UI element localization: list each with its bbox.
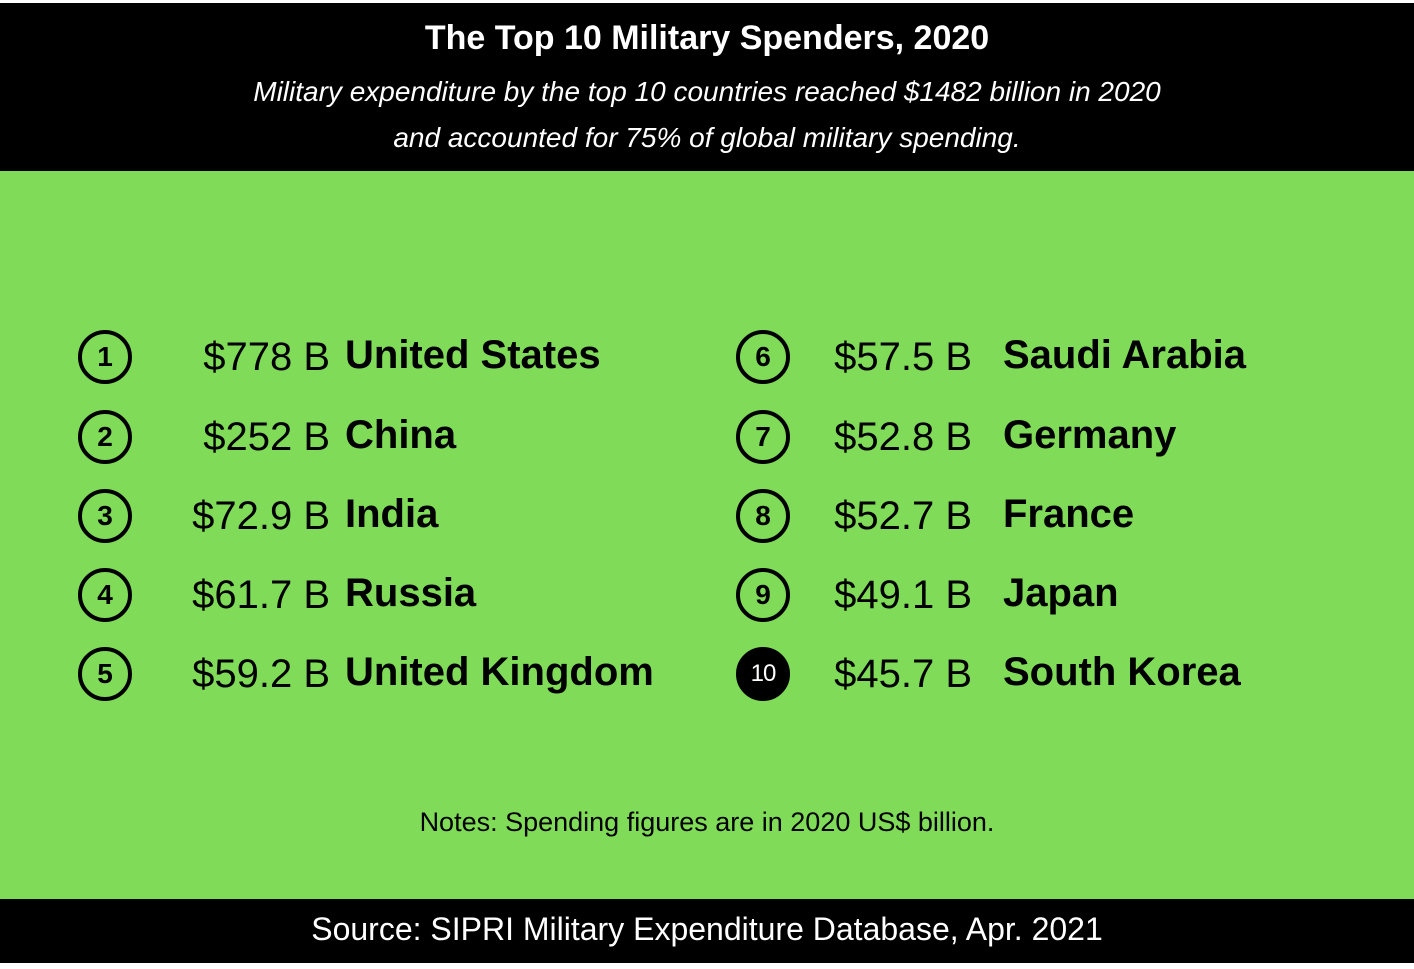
- country-name: United Kingdom: [345, 650, 654, 694]
- country-name: Russia: [345, 571, 477, 615]
- rank-badge: 5: [78, 647, 132, 701]
- source-footer: Source: SIPRI Military Expenditure Datab…: [0, 899, 1414, 963]
- spending-amount: $61.7 B: [192, 573, 330, 617]
- spending-amount: $45.7 B: [834, 652, 972, 696]
- rank-badge: 2: [78, 410, 132, 464]
- subtitle: Military expenditure by the top 10 count…: [0, 69, 1414, 161]
- rank-badge: 1: [78, 330, 132, 384]
- subtitle-line-2: and accounted for 75% of global military…: [393, 122, 1021, 153]
- notes-text: Notes: Spending figures are in 2020 US$ …: [419, 807, 995, 837]
- rank-badge: 6: [736, 330, 790, 384]
- spending-amount: $52.7 B: [834, 494, 972, 538]
- country-name: India: [345, 492, 439, 536]
- rank-badge: 10: [736, 647, 790, 701]
- spending-amount: $72.9 B: [192, 494, 330, 538]
- country-name: Germany: [1003, 413, 1177, 457]
- spending-amount: $57.5 B: [834, 335, 972, 379]
- rank-badge: 3: [78, 489, 132, 543]
- subtitle-line-1: Military expenditure by the top 10 count…: [253, 76, 1161, 107]
- rank-badge: 7: [736, 410, 790, 464]
- page-title: The Top 10 Military Spenders, 2020: [424, 19, 990, 57]
- header-banner: The Top 10 Military Spenders, 2020 Milit…: [0, 3, 1414, 171]
- infographic: The Top 10 Military Spenders, 2020 Milit…: [0, 3, 1414, 963]
- rank-badge: 4: [78, 568, 132, 622]
- spending-amount: $49.1 B: [834, 573, 972, 617]
- spending-amount: $778 B: [203, 335, 330, 379]
- country-name: Japan: [1003, 571, 1119, 615]
- rank-badge: 8: [736, 489, 790, 543]
- country-name: China: [345, 413, 457, 457]
- rank-badge: 9: [736, 568, 790, 622]
- country-name: South Korea: [1003, 650, 1241, 694]
- country-name: Saudi Arabia: [1003, 333, 1247, 377]
- country-name: France: [1003, 492, 1135, 536]
- spending-amount: $252 B: [203, 415, 330, 459]
- country-name: United States: [345, 333, 601, 377]
- rankings-panel: 1 $778 B United States 2 $252 B China 3 …: [0, 171, 1414, 899]
- spending-amount: $59.2 B: [192, 652, 330, 696]
- spending-amount: $52.8 B: [834, 415, 972, 459]
